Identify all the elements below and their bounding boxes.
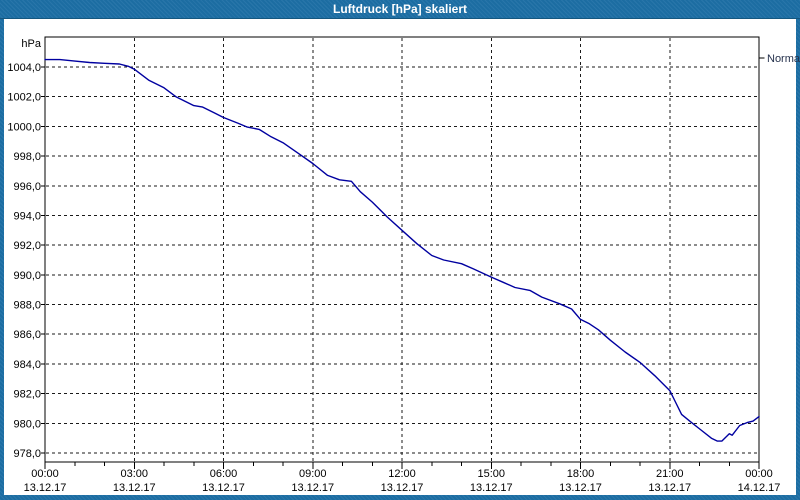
chart-panel bbox=[4, 19, 796, 495]
window-title: Luftdruck [hPa] skaliert bbox=[332, 2, 468, 16]
window-title-bar[interactable]: Luftdruck [hPa] skaliert bbox=[0, 0, 800, 19]
